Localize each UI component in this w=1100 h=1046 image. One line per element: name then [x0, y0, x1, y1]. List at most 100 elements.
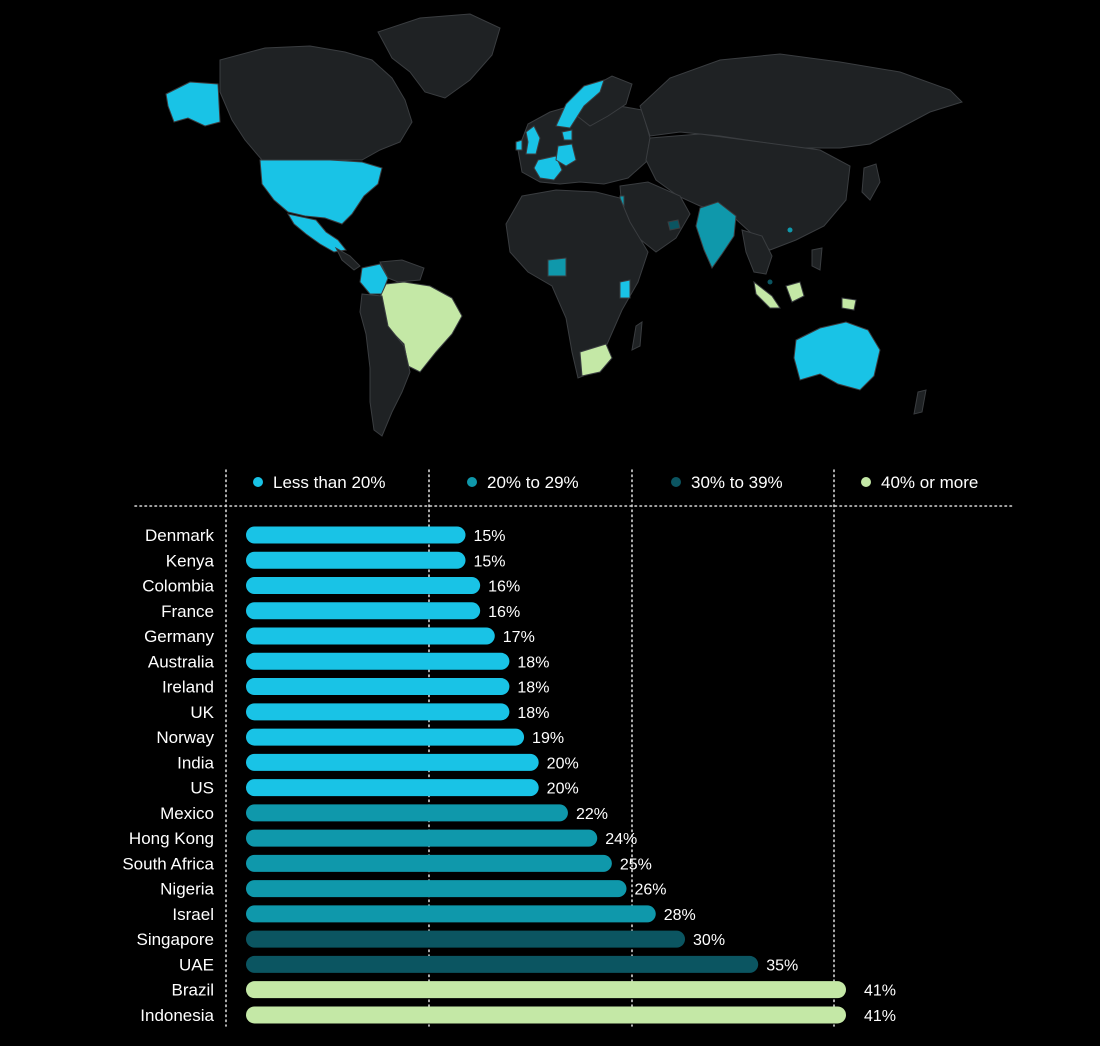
value-label: 25% — [620, 856, 652, 873]
world-map — [165, 13, 963, 437]
bar — [246, 804, 568, 822]
category-label: Colombia — [142, 577, 214, 596]
map-land-japan — [861, 163, 881, 201]
map-land-indonesia-borneo — [785, 281, 805, 303]
bar — [246, 753, 539, 771]
legend-label: Less than 20% — [273, 473, 385, 492]
bar — [246, 678, 510, 696]
legend-label: 30% to 39% — [691, 473, 783, 492]
bar — [246, 880, 627, 898]
value-label: 16% — [488, 604, 520, 621]
category-label: Australia — [148, 652, 215, 671]
bar — [246, 829, 598, 847]
value-label: 15% — [474, 528, 506, 545]
map-land-asia — [645, 133, 851, 251]
bar — [246, 652, 510, 670]
bar — [246, 981, 846, 999]
map-land-canada — [219, 45, 413, 161]
value-label: 41% — [864, 983, 896, 1000]
value-label: 20% — [547, 755, 579, 772]
value-label: 30% — [693, 932, 725, 949]
value-label: 18% — [517, 680, 549, 697]
value-labels: 15% 15% 16% 16% 17% 18% 18% 18% 19% 20% 20% 22% 24% 2… — [474, 528, 897, 1025]
category-label: UAE — [179, 955, 214, 974]
category-label: Indonesia — [140, 1006, 214, 1025]
value-label: 19% — [532, 730, 564, 747]
legend: Less than 20% 20% to 29% 30% to 39% 40% or … — [253, 473, 978, 492]
category-label: Germany — [144, 627, 214, 646]
map-land-south-africa — [579, 343, 613, 377]
category-label: UK — [190, 703, 214, 722]
value-label: 28% — [664, 907, 696, 924]
value-label: 17% — [503, 629, 535, 646]
legend-swatch — [467, 477, 477, 487]
value-label: 41% — [864, 1008, 896, 1025]
category-label: Israel — [172, 905, 214, 924]
category-label: Nigeria — [160, 880, 214, 899]
value-label: 16% — [488, 579, 520, 596]
map-land-germany — [555, 143, 577, 167]
map-land-denmark — [561, 129, 573, 141]
category-label: Singapore — [136, 930, 214, 949]
map-land-alaska — [165, 81, 221, 127]
map-land-us — [259, 159, 383, 225]
value-label: 18% — [517, 654, 549, 671]
value-label: 20% — [547, 781, 579, 798]
bar — [246, 602, 481, 620]
category-label: India — [177, 753, 214, 772]
map-land-philippines — [811, 247, 823, 271]
category-label: Brazil — [171, 981, 214, 1000]
bar — [246, 551, 466, 569]
map-land-kenya — [619, 279, 631, 299]
grid-layer — [134, 469, 1016, 1027]
map-land-greenland — [377, 13, 501, 99]
map-land-indonesia-west — [753, 280, 781, 309]
map-land-norway — [555, 79, 605, 129]
value-label: 24% — [605, 831, 637, 848]
map-land-venezuela — [379, 259, 425, 283]
legend-label: 20% to 29% — [487, 473, 579, 492]
map-land-ireland — [515, 139, 523, 151]
bar — [246, 1006, 846, 1024]
category-label: Kenya — [166, 551, 215, 570]
value-label: 35% — [766, 957, 798, 974]
category-label: Mexico — [160, 804, 214, 823]
map-land-singapore — [767, 279, 773, 285]
bar — [246, 930, 686, 948]
category-label: South Africa — [122, 854, 214, 873]
bar — [246, 905, 656, 923]
map-land-indonesia-east — [841, 297, 857, 311]
value-label: 18% — [517, 705, 549, 722]
bar — [246, 703, 510, 721]
category-label: US — [190, 779, 214, 798]
bars — [246, 526, 846, 1024]
map-land-india — [695, 201, 737, 270]
category-label: Ireland — [162, 678, 214, 697]
value-label: 15% — [474, 553, 506, 570]
map-land-new-zealand — [913, 389, 927, 415]
value-label: 26% — [634, 882, 666, 899]
bar — [246, 526, 466, 544]
map-land-madagascar — [631, 321, 643, 351]
category-label: Hong Kong — [129, 829, 214, 848]
legend-swatch — [671, 477, 681, 487]
category-label: Norway — [156, 728, 214, 747]
category-label: Denmark — [145, 526, 214, 545]
legend-item-1: Less than 20% — [253, 473, 385, 492]
bar — [246, 577, 481, 595]
map-land-central-america — [334, 246, 361, 271]
bar — [246, 854, 612, 872]
map-land-france — [533, 155, 563, 181]
map-land-uk — [525, 125, 541, 155]
map-land-south-america-west — [359, 293, 411, 437]
bar — [246, 779, 539, 797]
map-land-southeast-asia — [741, 229, 773, 275]
value-label: 22% — [576, 806, 608, 823]
map-land-uae — [667, 219, 681, 231]
bar — [246, 627, 495, 645]
bar — [246, 955, 759, 973]
map-land-nigeria — [547, 257, 567, 277]
category-label: France — [161, 602, 214, 621]
